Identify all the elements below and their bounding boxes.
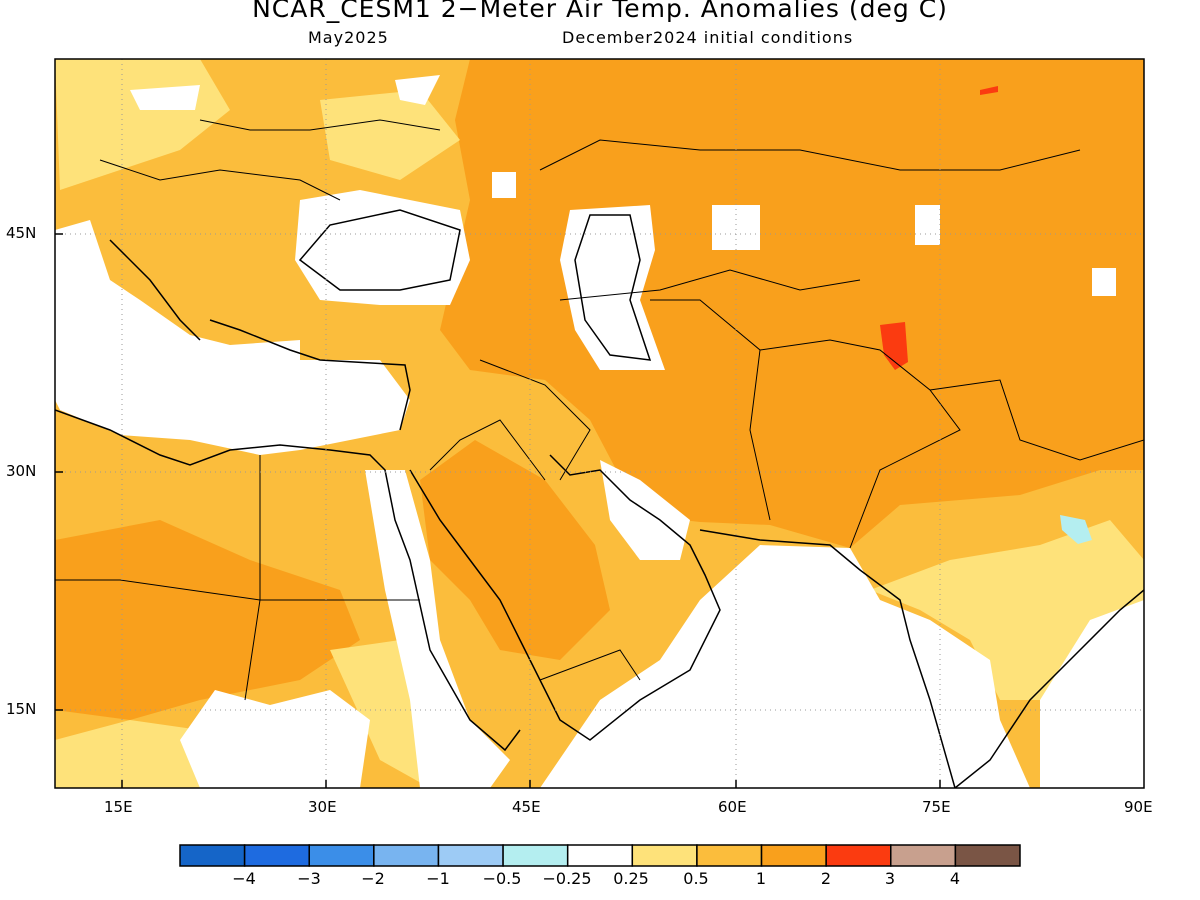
aral-sea — [712, 205, 760, 250]
y-tick-label: 45N — [6, 224, 37, 242]
legend-color-box — [437, 844, 504, 867]
legend-label: 0.25 — [613, 869, 649, 888]
anomaly-3-4-region — [880, 322, 908, 370]
white-patch-volga — [492, 172, 516, 198]
europe-borders — [99, 159, 341, 201]
white-patch-mongolia — [1092, 268, 1116, 296]
x-tick-label: 90E — [1124, 798, 1153, 816]
sahel-borders — [55, 579, 420, 601]
x-tick-label: 75E — [922, 798, 951, 816]
legend-label: 3 — [884, 869, 896, 888]
yemen-border — [539, 649, 641, 681]
map-title: NCAR_CESM1 2−Meter Air Temp. Anomalies (… — [252, 0, 948, 23]
balkhash-lake — [915, 205, 940, 245]
legend-label: −0.5 — [482, 869, 522, 888]
x-tick-label: 15E — [104, 798, 133, 816]
mediterranean-sea — [55, 220, 410, 455]
black-sea — [295, 190, 470, 305]
country-borders — [55, 119, 1144, 701]
italy-coast — [109, 239, 201, 341]
legend-color-box — [308, 844, 375, 867]
legend-label: −0.25 — [542, 869, 592, 888]
legend-label: −3 — [297, 869, 321, 888]
legend-label: −1 — [426, 869, 450, 888]
anomaly-2-3-africa — [55, 520, 360, 720]
anomaly-3-4-siberia — [980, 86, 998, 95]
anomaly-2-3-region — [440, 59, 1144, 548]
white-patch-baltic — [130, 85, 200, 110]
legend-color-box — [954, 844, 1021, 867]
legend-color-box — [373, 844, 440, 867]
y-tick-label: 15N — [6, 700, 37, 718]
eastern-europe-borders — [199, 119, 441, 131]
legend-color-box — [890, 844, 957, 867]
legend-colorbar — [179, 844, 1021, 867]
coastlines — [55, 209, 1144, 788]
legend-color-box — [696, 844, 763, 867]
caspian-sea — [560, 205, 665, 370]
himalaya-border — [929, 379, 1144, 461]
legend-color-box — [243, 844, 310, 867]
legend-label: 2 — [820, 869, 832, 888]
initial-conditions: December2024 initial conditions — [562, 28, 854, 47]
anatolia-levant-coast — [209, 319, 411, 431]
legend-color-box — [566, 844, 634, 867]
black-sea-coast — [298, 209, 461, 291]
forecast-month: May2025 — [308, 28, 389, 47]
arabian-sea — [540, 545, 1030, 788]
anomaly-0.5-1-ukraine — [320, 90, 460, 180]
russia-kazakhstan-border — [539, 139, 1081, 171]
legend-color-box — [825, 844, 892, 867]
x-tick-label: 45E — [512, 798, 541, 816]
white-patch-north — [395, 75, 440, 105]
legend-color-box — [179, 844, 246, 867]
sudan-white-area — [180, 690, 370, 788]
saudi-north-border — [429, 419, 546, 481]
iraq-iran-border — [479, 359, 591, 481]
north-africa-red-sea-coast — [55, 409, 521, 752]
legend-label: −2 — [361, 869, 385, 888]
legend-color-box — [502, 844, 569, 867]
y-tick-label: 30N — [6, 462, 37, 480]
iran-pakistan-india-west-coast — [699, 529, 956, 788]
legend-color-box — [760, 844, 827, 867]
anomaly-negative-spot — [1060, 515, 1092, 544]
central-asia-borders — [559, 269, 861, 301]
legend-color-box — [631, 844, 698, 867]
axis-ticks — [55, 233, 941, 788]
x-tick-label: 30E — [308, 798, 337, 816]
arabia-coast — [409, 454, 721, 741]
legend-label: 1 — [755, 869, 767, 888]
legend-label: 0.5 — [683, 869, 709, 888]
map-frame — [54, 58, 1145, 789]
red-sea — [365, 470, 510, 788]
legend-label: 4 — [949, 869, 961, 888]
x-tick-label: 60E — [718, 798, 747, 816]
anomaly-2-3-arabia — [420, 440, 610, 660]
anomaly-fields — [55, 59, 1144, 788]
legend-label: −4 — [232, 869, 256, 888]
india-east-coast — [954, 589, 1144, 788]
caspian-coast — [574, 214, 652, 361]
bay-of-bengal — [1040, 600, 1144, 788]
